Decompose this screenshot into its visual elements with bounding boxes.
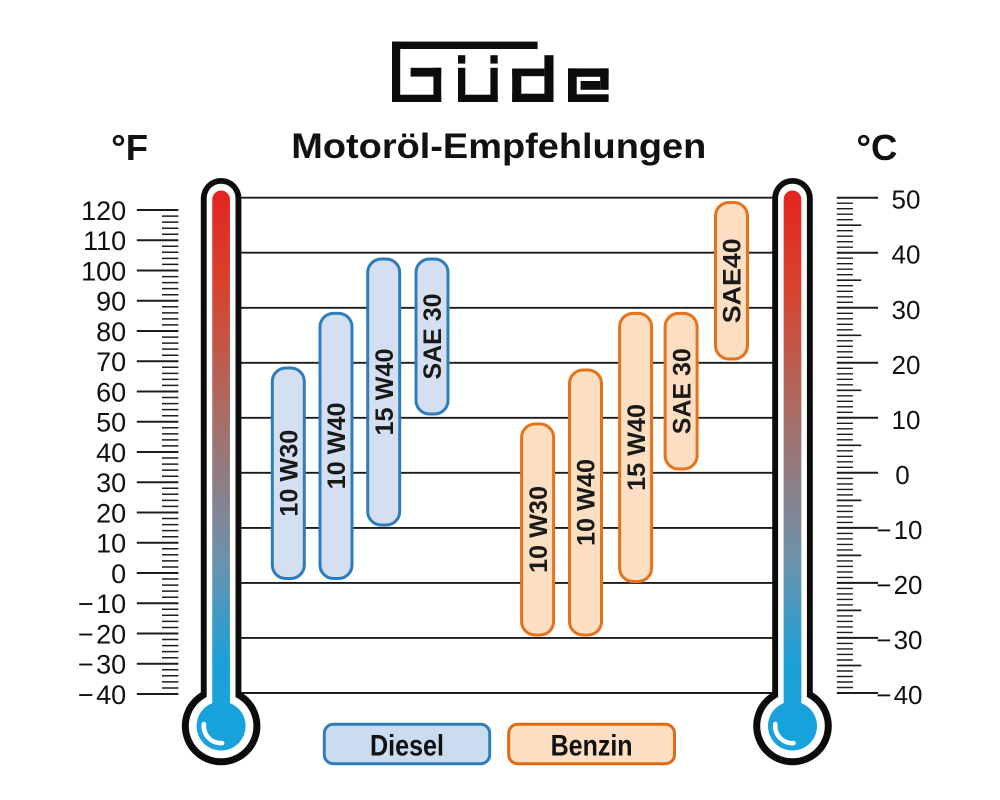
svg-text:Benzin: Benzin — [551, 730, 633, 763]
svg-text:10: 10 — [96, 529, 126, 559]
svg-text:0: 0 — [895, 460, 909, 490]
svg-text:SAE 30: SAE 30 — [419, 294, 447, 380]
svg-text:15 W40: 15 W40 — [623, 404, 651, 491]
svg-text:60: 60 — [96, 377, 126, 407]
svg-text:40: 40 — [892, 240, 921, 270]
svg-text:80: 80 — [96, 317, 126, 347]
svg-text:50: 50 — [96, 408, 126, 438]
svg-text:10: 10 — [892, 405, 921, 435]
svg-text:Motoröl-Empfehlungen: Motoröl-Empfehlungen — [291, 127, 706, 166]
svg-text:100: 100 — [81, 256, 126, 286]
svg-text:SAE 30: SAE 30 — [668, 348, 696, 434]
svg-text:10 W30: 10 W30 — [525, 486, 553, 573]
svg-text:Diesel: Diesel — [370, 730, 444, 763]
svg-text:−30: −30 — [876, 625, 922, 655]
svg-text:90: 90 — [96, 287, 126, 317]
svg-text:10 W30: 10 W30 — [276, 430, 304, 517]
svg-text:−40: −40 — [876, 680, 922, 710]
svg-text:°F: °F — [111, 127, 148, 168]
svg-text:30: 30 — [892, 295, 921, 325]
svg-text:−10: −10 — [78, 589, 126, 619]
svg-text:50: 50 — [892, 185, 921, 215]
svg-text:−40: −40 — [78, 680, 126, 710]
svg-text:°C: °C — [856, 127, 897, 168]
svg-text:−20: −20 — [78, 619, 126, 649]
svg-text:20: 20 — [892, 350, 921, 380]
svg-text:15 W40: 15 W40 — [371, 349, 399, 436]
svg-text:−30: −30 — [78, 650, 126, 680]
svg-text:SAE40: SAE40 — [719, 238, 747, 323]
svg-text:40: 40 — [96, 438, 126, 468]
svg-text:30: 30 — [96, 468, 126, 498]
svg-text:120: 120 — [81, 196, 126, 226]
svg-text:10 W40: 10 W40 — [323, 402, 351, 489]
svg-text:10 W40: 10 W40 — [573, 459, 601, 546]
svg-text:110: 110 — [83, 226, 126, 256]
svg-text:−10: −10 — [876, 515, 922, 545]
svg-text:20: 20 — [96, 498, 126, 528]
svg-text:0: 0 — [111, 559, 126, 589]
svg-text:−20: −20 — [876, 570, 922, 600]
svg-text:70: 70 — [96, 347, 126, 377]
